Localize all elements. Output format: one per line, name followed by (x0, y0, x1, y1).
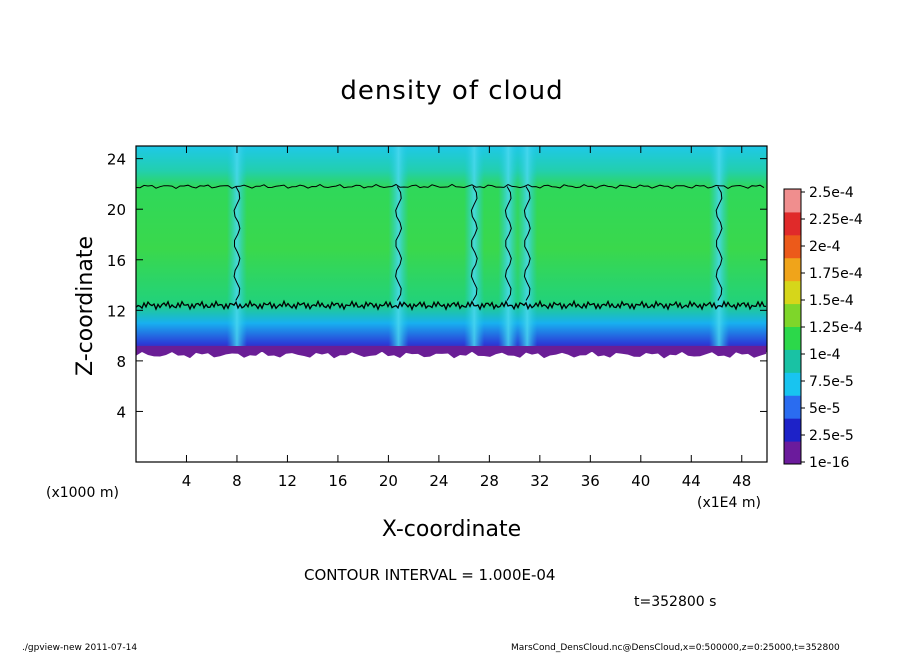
y-axis-label: Z-coordinate (73, 236, 98, 376)
heatmap-gap-column (464, 146, 485, 353)
x-tick-label: 12 (278, 472, 297, 490)
colorbar-label: 1.25e-4 (809, 320, 863, 336)
y-tick-label: 12 (107, 302, 126, 320)
contour-interval-label: CONTOUR INTERVAL = 1.000E-04 (304, 566, 556, 584)
heatmap-gap-column (709, 146, 730, 353)
colorbar-label: 2e-4 (809, 239, 841, 255)
heatmap-gap-column (388, 146, 409, 353)
colorbar-swatch (784, 441, 801, 465)
colorbar-swatch (784, 234, 801, 259)
contour-line-gap (523, 186, 531, 301)
y-unit-note: (x1000 m) (46, 485, 119, 501)
colorbar-swatch (784, 189, 801, 213)
colorbar-label: 5e-5 (809, 401, 840, 417)
x-tick-label: 28 (480, 472, 499, 490)
heatmap-gap-column (517, 146, 538, 353)
y-tick-label: 8 (116, 353, 126, 371)
colorbar-label: 1e-16 (809, 455, 849, 471)
contour-line-lower (135, 299, 767, 312)
x-tick-label: 40 (631, 472, 650, 490)
heatmap-gap-column (226, 146, 247, 353)
colorbar-label: 1.5e-4 (809, 293, 854, 309)
contour-line-gap (715, 186, 723, 301)
chart-title: density of cloud (340, 76, 564, 106)
x-tick-label: 32 (530, 472, 549, 490)
x-tick-label: 4 (182, 472, 192, 490)
time-label: t=352800 s (634, 594, 717, 610)
colorbar-swatch (784, 395, 801, 419)
y-tick-label: 4 (116, 403, 126, 421)
x-tick-label: 36 (581, 472, 600, 490)
x-tick-label: 48 (732, 472, 751, 490)
x-tick-label: 16 (328, 472, 347, 490)
contour-line-gap (504, 186, 512, 301)
colorbar-label: 1.75e-4 (809, 266, 863, 282)
y-tick-label: 20 (107, 201, 126, 219)
y-tick-label: 16 (107, 252, 126, 270)
x-tick-label: 20 (379, 472, 398, 490)
colorbar-label: 2.25e-4 (809, 212, 863, 228)
contour-line-gap (395, 186, 403, 301)
colorbar-swatch (784, 257, 801, 282)
colorbar-swatch (784, 280, 801, 305)
x-axis-label: X-coordinate (382, 517, 521, 542)
colorbar-label: 7.5e-5 (809, 374, 854, 390)
x-tick-label: 24 (429, 472, 448, 490)
colorbar-swatch (784, 211, 801, 236)
colorbar-label: 1e-4 (809, 347, 841, 363)
y-tick-label: 24 (107, 151, 126, 169)
x-unit-note: (x1E4 m) (697, 495, 761, 511)
colorbar-label: 2.5e-5 (809, 428, 854, 444)
heatmap-gap-column (498, 146, 519, 353)
x-tick-label: 8 (232, 472, 242, 490)
contour-line-gap (233, 186, 241, 301)
colorbar: 1e-16 2.5e-5 5e-5 7.5e-5 1e-4 1.25e-4 1.5e-4 1.… (783, 185, 863, 471)
contour-line-gap (470, 186, 478, 301)
contour-line-upper (135, 183, 765, 189)
plot-frame (135, 145, 768, 463)
colorbar-swatch (784, 326, 801, 350)
cloud-base-band (136, 346, 767, 359)
colorbar-label: 2.5e-4 (809, 185, 854, 201)
footer-right-text: MarsCond_DensCloud.nc@DensCloud,x=0:5000… (511, 643, 840, 653)
colorbar-swatch (784, 303, 801, 327)
x-tick-label: 44 (682, 472, 701, 490)
colorbar-swatch (784, 372, 801, 396)
footer-left-text: ./gpview-new 2011-07-14 (22, 643, 138, 653)
colorbar-swatch (784, 418, 801, 442)
colorbar-swatch (784, 349, 801, 373)
